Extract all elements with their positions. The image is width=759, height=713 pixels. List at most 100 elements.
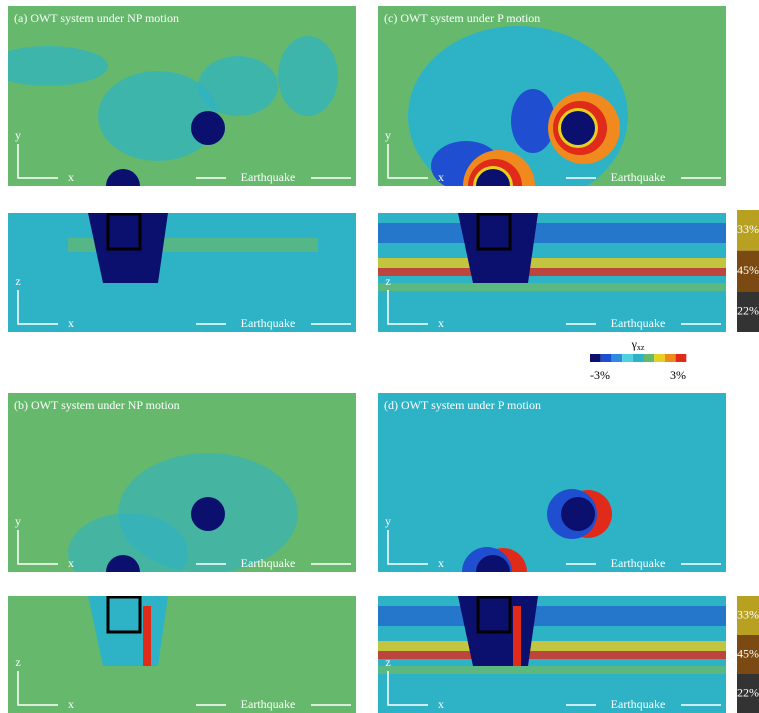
x-axis-label: x — [68, 316, 74, 330]
pile-outline — [476, 596, 512, 634]
pile-outline — [106, 213, 142, 251]
earthquake-label: Earthquake — [611, 316, 666, 330]
earthquake-label: Earthquake — [241, 316, 296, 330]
pile — [476, 555, 510, 572]
band — [378, 666, 726, 674]
vertical-axis-label: z — [385, 274, 390, 288]
panel — [8, 6, 356, 186]
pile-outline — [106, 596, 142, 634]
side-bar — [737, 596, 759, 635]
side-bar-label: 45% — [737, 263, 759, 277]
pile — [476, 169, 510, 186]
vertical-axis-label: y — [15, 514, 21, 528]
side-bar-label: 33% — [737, 222, 759, 236]
panel — [378, 596, 726, 713]
axis-arrows — [387, 144, 428, 179]
panel — [378, 213, 726, 332]
earthquake-label: Earthquake — [241, 556, 296, 570]
band — [378, 258, 726, 268]
band — [378, 651, 726, 659]
panel — [8, 393, 356, 572]
colorbar-segment — [654, 354, 665, 362]
pile — [106, 555, 140, 572]
axis-arrows — [17, 671, 58, 706]
panel-bg — [8, 596, 356, 713]
side-bar — [737, 674, 759, 713]
earthquake-label: Earthquake — [241, 170, 296, 184]
colorbar-segment — [611, 354, 623, 362]
contour — [513, 606, 521, 666]
contour — [8, 46, 108, 86]
pile-outline — [476, 213, 512, 251]
x-axis-label: x — [68, 170, 74, 184]
earthquake-label: Earthquake — [611, 556, 666, 570]
axis-arrows — [17, 530, 58, 565]
side-bar — [737, 250, 759, 292]
contour — [278, 36, 338, 116]
vertical-axis-label: y — [15, 128, 21, 142]
colorbar-segment — [622, 354, 633, 362]
pile — [106, 169, 140, 186]
side-bar — [737, 210, 759, 251]
side-bar — [737, 635, 759, 674]
contour — [198, 56, 278, 116]
pile — [191, 497, 225, 531]
pile — [191, 111, 225, 145]
contour — [98, 71, 218, 161]
side-bar-label: 22% — [737, 685, 759, 699]
vertical-axis-label: z — [385, 655, 390, 669]
pile — [561, 111, 595, 145]
earthquake-label: Earthquake — [241, 697, 296, 711]
axis-arrows — [17, 290, 58, 325]
earthquake-label: Earthquake — [611, 170, 666, 184]
vertical-axis-label: z — [15, 655, 20, 669]
contour — [143, 606, 151, 666]
panel — [8, 213, 356, 332]
axis-arrows — [387, 671, 428, 706]
panel — [378, 393, 726, 572]
band — [378, 606, 726, 626]
vertical-axis-label: z — [15, 274, 20, 288]
x-axis-label: x — [438, 316, 444, 330]
x-axis-label: x — [68, 697, 74, 711]
axis-arrows — [17, 144, 58, 179]
panel-bg — [8, 213, 356, 332]
colorbar-segment — [664, 354, 676, 362]
side-bar — [737, 291, 759, 332]
pile — [561, 497, 595, 531]
panel-title: (a) OWT system under NP motion — [14, 11, 179, 25]
colorbar-label: γxz — [631, 337, 645, 352]
band — [378, 223, 726, 243]
contour — [511, 89, 555, 153]
earthquake-label: Earthquake — [611, 697, 666, 711]
colorbar-segment — [590, 354, 601, 362]
panel — [378, 6, 726, 186]
band — [378, 283, 726, 291]
side-bar-label: 22% — [737, 303, 759, 317]
colorbar-max: 3% — [670, 368, 686, 382]
colorbar-segment — [632, 354, 644, 362]
colorbar-subscript: xz — [637, 343, 645, 352]
panel-title: (d) OWT system under P motion — [384, 398, 541, 412]
colorbar-segment — [675, 354, 687, 362]
side-bar-label: 45% — [737, 646, 759, 660]
band — [378, 641, 726, 651]
panel-bg — [378, 393, 726, 572]
panel-title: (b) OWT system under NP motion — [14, 398, 180, 412]
x-axis-label: x — [438, 697, 444, 711]
contour — [68, 513, 188, 572]
colorbar-symbol: γ — [631, 337, 638, 351]
colorbar-segment — [643, 354, 655, 362]
side-bar-label: 33% — [737, 607, 759, 621]
x-axis-label: x — [68, 556, 74, 570]
vertical-axis-label: y — [385, 514, 391, 528]
colorbar-min: -3% — [590, 368, 610, 382]
x-axis-label: x — [438, 556, 444, 570]
axis-arrows — [387, 290, 428, 325]
axis-arrows — [387, 530, 428, 565]
band — [378, 268, 726, 276]
vertical-axis-label: y — [385, 128, 391, 142]
panel — [8, 596, 356, 713]
x-axis-label: x — [438, 170, 444, 184]
